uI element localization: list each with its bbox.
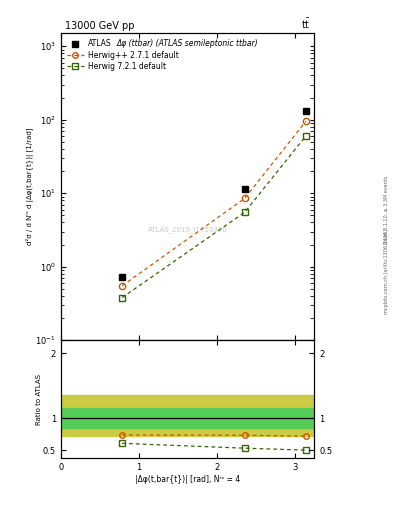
Y-axis label: d²σ / d Nʳˢ d |Δφ(t,bar{t})| [1/rad]: d²σ / d Nʳˢ d |Δφ(t,bar{t})| [1/rad] — [26, 128, 34, 245]
Text: ATLAS_2019_I1750330: ATLAS_2019_I1750330 — [148, 226, 228, 233]
Text: 13000 GeV pp: 13000 GeV pp — [65, 20, 134, 31]
X-axis label: |Δφ(t,bar{t})| [rad], Nʳˢ = 4: |Δφ(t,bar{t})| [rad], Nʳˢ = 4 — [135, 475, 240, 484]
Text: Rivet 3.1.10, ≥ 3.3M events: Rivet 3.1.10, ≥ 3.3M events — [384, 176, 389, 244]
Legend: ATLAS, Herwig++ 2.7.1 default, Herwig 7.2.1 default: ATLAS, Herwig++ 2.7.1 default, Herwig 7.… — [65, 37, 181, 73]
Text: Δφ (ttbar) (ATLAS semileptonic ttbar): Δφ (ttbar) (ATLAS semileptonic ttbar) — [117, 39, 259, 49]
Y-axis label: Ratio to ATLAS: Ratio to ATLAS — [35, 374, 42, 425]
Text: t$\bar{\rm t}$: t$\bar{\rm t}$ — [301, 17, 310, 31]
Text: mcplots.cern.ch [arXiv:1306.3436]: mcplots.cern.ch [arXiv:1306.3436] — [384, 229, 389, 314]
